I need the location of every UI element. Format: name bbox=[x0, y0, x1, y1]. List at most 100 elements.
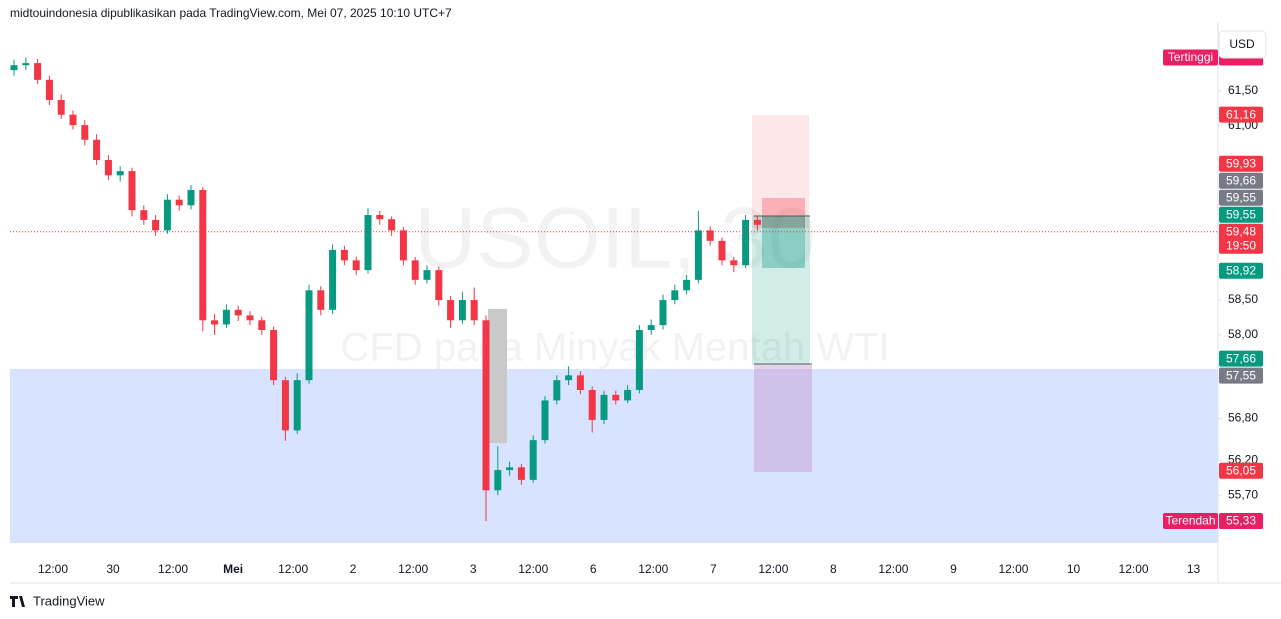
candle-body bbox=[45, 79, 53, 101]
candle-body bbox=[175, 199, 183, 206]
x-tick-label: 2 bbox=[350, 562, 357, 576]
candle-body bbox=[411, 260, 419, 280]
candle-body bbox=[600, 394, 608, 420]
candle-body bbox=[222, 309, 230, 325]
side-tag-label: Terendah bbox=[1165, 514, 1215, 528]
price-tag-time: 19:50 bbox=[1226, 238, 1256, 252]
currency-button-label[interactable]: USD bbox=[1229, 37, 1255, 51]
candle-body bbox=[22, 63, 30, 66]
candle-body bbox=[211, 320, 219, 325]
candle-body bbox=[659, 300, 667, 326]
target-zone-active bbox=[762, 216, 805, 268]
candle-body bbox=[458, 300, 466, 321]
x-tick-label: 6 bbox=[590, 562, 597, 576]
plot-area bbox=[10, 22, 1218, 583]
price-tag bbox=[1219, 206, 1263, 223]
candle-body bbox=[57, 100, 65, 115]
price-tag bbox=[1219, 462, 1263, 479]
side-tag-label: Tertinggi bbox=[1168, 50, 1213, 64]
candle-body bbox=[694, 230, 702, 280]
candle-body bbox=[81, 125, 89, 140]
side-tag bbox=[1163, 512, 1218, 529]
candle-body bbox=[163, 199, 171, 231]
x-tick-label: 7 bbox=[710, 562, 717, 576]
target-zone bbox=[752, 216, 810, 365]
candle-body bbox=[199, 189, 207, 321]
currency-button[interactable] bbox=[1218, 30, 1267, 59]
price-tag-label: 59,48 bbox=[1226, 224, 1256, 238]
candle-body bbox=[730, 260, 738, 266]
candle-body bbox=[10, 65, 18, 71]
candle-body bbox=[624, 389, 632, 401]
logo-text: TradingView bbox=[33, 593, 105, 608]
candle-body bbox=[588, 389, 596, 420]
price-tag-label: 55,33 bbox=[1226, 514, 1256, 528]
price-tag bbox=[1219, 512, 1263, 529]
candle-body bbox=[376, 215, 384, 220]
price-tag bbox=[1219, 189, 1263, 206]
price-tag bbox=[1219, 223, 1263, 254]
x-tick-label: 12:00 bbox=[758, 562, 788, 576]
x-tick-label: 13 bbox=[1187, 562, 1201, 576]
candle-body bbox=[364, 215, 372, 271]
candle-body bbox=[152, 219, 160, 231]
price-tag-label: 59,55 bbox=[1226, 190, 1256, 204]
x-tick-label: 9 bbox=[950, 562, 957, 576]
candle-body bbox=[576, 375, 584, 390]
x-tick-label: 3 bbox=[470, 562, 477, 576]
price-tag bbox=[1219, 350, 1263, 367]
logo-mark bbox=[10, 596, 25, 607]
x-tick-label: Mei bbox=[223, 562, 243, 576]
candle-body bbox=[340, 249, 348, 261]
candle-body bbox=[104, 159, 112, 176]
price-tags: Tertinggi 61,16 59,93 59,66 59,55 59,55 59,481… bbox=[1163, 49, 1263, 529]
time-axis: 12:00 30 12:00 Mei 12:00 2 12:00 3 12:00 6 12:00 7 1… bbox=[38, 562, 1201, 576]
candle-body bbox=[506, 467, 514, 471]
publisher-line: midtouindonesia dipublikasikan pada Trad… bbox=[10, 6, 452, 20]
x-tick-label: 12:00 bbox=[38, 562, 68, 576]
candle-body bbox=[305, 290, 313, 381]
y-tick-label: 58,00 bbox=[1228, 327, 1258, 341]
candle-body bbox=[565, 375, 573, 381]
candle-body bbox=[93, 139, 101, 160]
x-tick-label: 12:00 bbox=[878, 562, 908, 576]
x-tick-label: 12:00 bbox=[638, 562, 668, 576]
stop-zone-active bbox=[762, 198, 805, 228]
candle-body bbox=[718, 240, 726, 261]
candle-body bbox=[635, 330, 643, 390]
candle-body bbox=[742, 219, 750, 266]
price-tag bbox=[1219, 155, 1263, 172]
candle-body bbox=[388, 219, 396, 231]
candle-body bbox=[423, 270, 431, 280]
candle-body bbox=[553, 380, 561, 401]
price-tag bbox=[1219, 262, 1263, 279]
x-tick-label: 12:00 bbox=[518, 562, 548, 576]
y-tick-label: 55,70 bbox=[1228, 487, 1258, 501]
price-tag-label: 61,16 bbox=[1226, 107, 1256, 121]
candle-body bbox=[140, 210, 148, 220]
x-tick-label: 8 bbox=[830, 562, 837, 576]
candle-body bbox=[246, 315, 254, 321]
price-tag-label: 59,66 bbox=[1226, 173, 1256, 187]
candle-body bbox=[399, 230, 407, 261]
price-tag-label: 58,92 bbox=[1226, 263, 1256, 277]
candle-body bbox=[258, 320, 266, 331]
price-tag bbox=[1219, 367, 1263, 384]
candle-body bbox=[293, 380, 301, 431]
candle-body bbox=[234, 309, 242, 316]
price-tag bbox=[1219, 106, 1263, 123]
candle-body bbox=[329, 249, 337, 310]
x-tick-label: 12:00 bbox=[398, 562, 428, 576]
price-tag-label: 57,66 bbox=[1226, 351, 1256, 365]
x-tick-label: 12:00 bbox=[1119, 562, 1149, 576]
x-tick-label: 12:00 bbox=[158, 562, 188, 576]
y-tick-label: 58,50 bbox=[1228, 292, 1258, 306]
candle-body bbox=[317, 290, 325, 310]
candle-body bbox=[706, 230, 714, 241]
candle-body bbox=[281, 380, 289, 431]
y-tick-label: 56,80 bbox=[1228, 411, 1258, 425]
candle-body bbox=[482, 320, 490, 491]
